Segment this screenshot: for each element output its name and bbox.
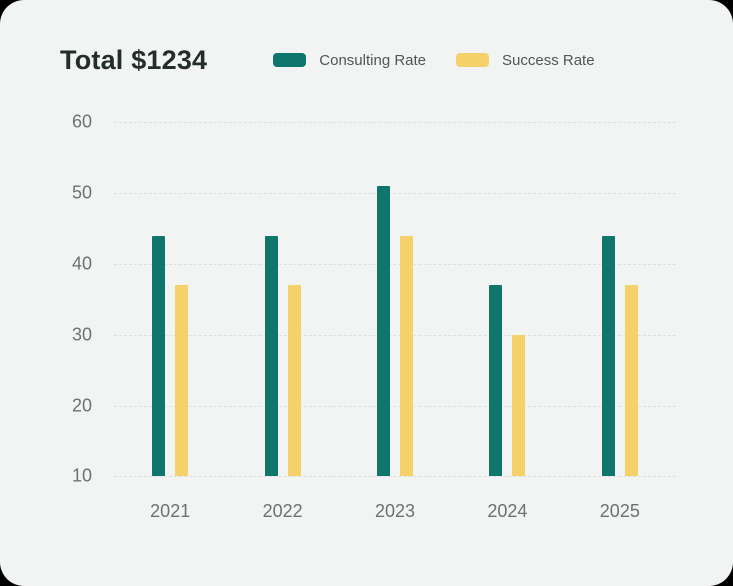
plot-area — [114, 122, 676, 478]
x-tick-label: 2024 — [487, 501, 528, 522]
bar-success-rate-2021 — [175, 285, 189, 477]
legend-swatch-icon — [273, 53, 307, 68]
bar-chart: 60 50 40 30 20 10 2021 2022 2023 2024 2025 — [0, 76, 733, 522]
chart-header: Total $1234 Consulting Rate Success Rate — [0, 0, 733, 76]
bar-success-rate-2025 — [624, 285, 638, 477]
x-tick-label: 2021 — [150, 501, 191, 522]
bar-group-2024 — [451, 122, 563, 477]
gridline — [114, 122, 676, 124]
y-tick-label: 50 — [71, 182, 92, 203]
x-tick-label: 2025 — [599, 501, 640, 522]
x-tick-label: 2022 — [262, 501, 303, 522]
chart-body: 60 50 40 30 20 10 — [60, 112, 676, 486]
legend-item-0[interactable]: Consulting Rate — [273, 52, 426, 69]
y-tick-label: 30 — [71, 324, 92, 345]
bar-group-2023 — [339, 122, 451, 477]
gridline — [114, 193, 676, 195]
bar-consulting-rate-2021 — [152, 235, 166, 477]
page-title: Total $1234 — [60, 45, 208, 75]
gridline — [114, 476, 676, 478]
x-axis: 2021 2022 2023 2024 2025 — [114, 501, 676, 522]
legend: Consulting Rate Success Rate — [273, 52, 595, 69]
x-tick-label: 2023 — [374, 501, 416, 522]
gridline — [114, 405, 676, 407]
bar-success-rate-2023 — [400, 235, 414, 477]
gridline — [114, 334, 676, 336]
bar-success-rate-2024 — [512, 334, 526, 477]
legend-item-1[interactable]: Success Rate — [456, 52, 595, 69]
legend-swatch-icon — [456, 53, 490, 68]
bar-consulting-rate-2024 — [489, 285, 503, 477]
bar-consulting-rate-2025 — [601, 235, 615, 477]
y-tick-label: 10 — [71, 465, 92, 486]
y-tick-label: 40 — [71, 253, 92, 274]
gridline — [114, 263, 676, 265]
bar-consulting-rate-2023 — [377, 186, 391, 477]
legend-label: Success Rate — [502, 51, 595, 69]
bar-group-2025 — [564, 122, 676, 477]
bar-group-2021 — [114, 122, 226, 477]
bar-success-rate-2022 — [287, 285, 301, 477]
bars-layer — [114, 122, 676, 477]
y-tick-label: 60 — [71, 111, 92, 132]
y-axis: 60 50 40 30 20 10 — [60, 112, 92, 486]
bar-group-2022 — [226, 122, 338, 477]
bar-consulting-rate-2022 — [264, 235, 278, 477]
y-tick-label: 20 — [71, 395, 92, 416]
legend-label: Consulting Rate — [319, 51, 427, 69]
